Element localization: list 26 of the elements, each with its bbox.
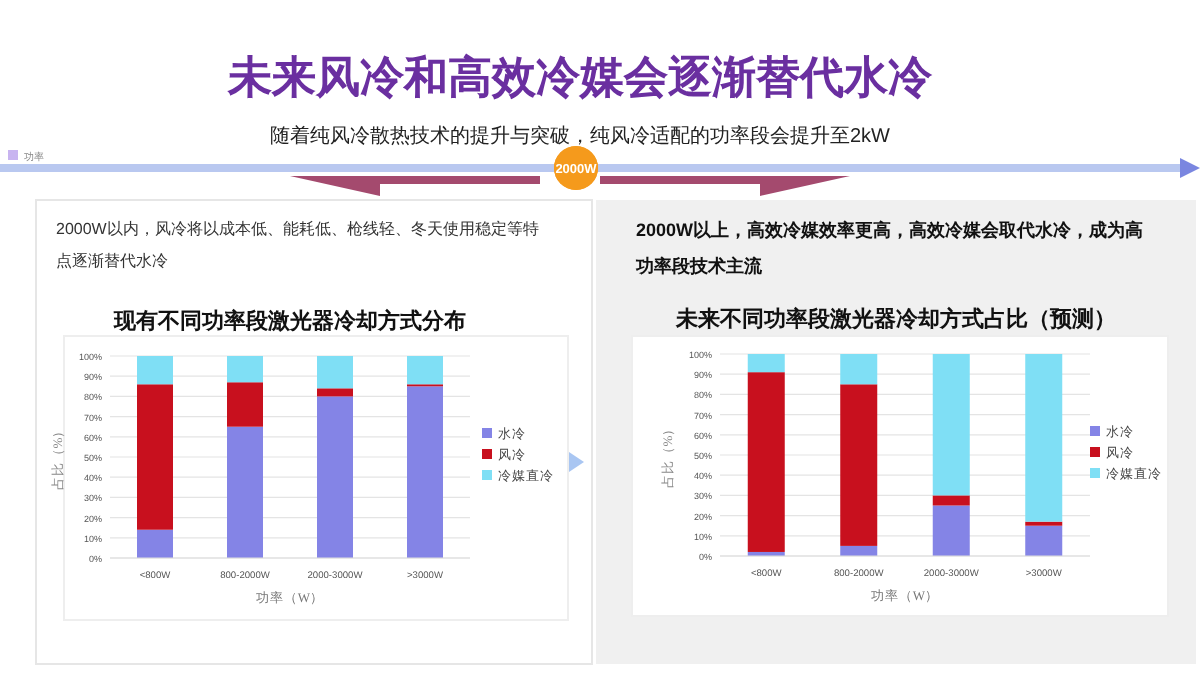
bar — [137, 356, 173, 385]
bar — [317, 388, 353, 397]
bar — [840, 354, 878, 385]
bar — [227, 382, 263, 427]
bar — [317, 396, 353, 558]
bar — [137, 529, 173, 558]
bar — [932, 354, 970, 496]
bar — [407, 386, 443, 558]
bar — [840, 384, 878, 546]
chart-title: 现有不同功率段激光器冷却方式分布 — [112, 308, 466, 334]
bar — [747, 354, 785, 373]
bar — [1025, 354, 1063, 522]
chart-title: 未来不同功率段激光器冷却方式占比（预测） — [674, 306, 1116, 332]
bar — [407, 356, 443, 385]
bar — [137, 384, 173, 530]
text: 未来风冷和高效冷媒会逐渐替代水冷 — [225, 50, 934, 106]
bar — [227, 426, 263, 558]
bar — [932, 495, 970, 506]
bar — [1025, 525, 1063, 556]
bar — [932, 505, 970, 556]
text: 2000W以内，风冷将以成本低、能耗低、枪线轻、冬天使用稳定等特点逐渐替代水冷 — [56, 218, 541, 274]
text: 随着纯风冷散热技术的提升与突破，纯风冷适配的功率段会提升至2kW — [268, 123, 892, 150]
bar — [227, 356, 263, 383]
bar — [747, 372, 785, 552]
text: 2000W以上，高效冷媒效率更高，高效冷媒会取代水冷，成为高功率段技术主流 — [636, 218, 1146, 280]
bar — [317, 356, 353, 389]
